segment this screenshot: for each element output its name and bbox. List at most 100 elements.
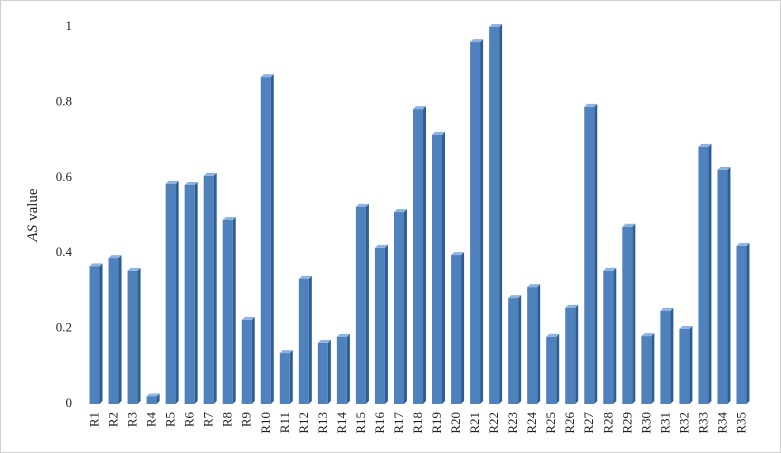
bar xyxy=(317,342,328,404)
bar-top xyxy=(641,333,655,337)
x-tick-label: R30 xyxy=(638,412,653,434)
x-tick-label: R14 xyxy=(334,412,349,434)
x-tick-label: R27 xyxy=(581,412,596,434)
bar-top xyxy=(260,74,274,78)
bar-top xyxy=(698,143,712,147)
bar-top xyxy=(127,267,141,271)
bar-side xyxy=(270,74,274,405)
bar-side xyxy=(613,267,617,404)
bar-side xyxy=(251,316,255,404)
bar-side xyxy=(156,393,160,404)
x-tick-label: R3 xyxy=(125,412,140,427)
bar xyxy=(165,183,176,404)
bar-top xyxy=(355,203,369,207)
bar-top xyxy=(317,339,331,343)
y-tick-label: 0.8 xyxy=(56,93,72,108)
bar-side xyxy=(423,106,426,404)
y-tick-label: 0.2 xyxy=(56,320,72,335)
bar xyxy=(736,246,747,404)
bar xyxy=(546,336,557,404)
bar-top xyxy=(451,252,465,256)
bar-side xyxy=(632,223,636,404)
bar xyxy=(413,109,423,404)
bar xyxy=(698,146,709,405)
bar-top xyxy=(222,217,236,221)
bar xyxy=(451,255,462,404)
bar-top xyxy=(622,223,636,227)
x-tick-label: R23 xyxy=(505,412,520,434)
bar xyxy=(641,336,652,404)
x-tick-label: R26 xyxy=(562,412,577,434)
bar-top xyxy=(546,333,560,337)
bar xyxy=(565,307,576,404)
bar xyxy=(584,106,595,404)
x-tick-label: R31 xyxy=(657,412,672,434)
bar-top xyxy=(432,131,446,135)
y-tick-label: 0.4 xyxy=(56,244,73,259)
x-tick-label: R7 xyxy=(201,412,216,428)
bar-side xyxy=(746,243,750,404)
bar xyxy=(260,77,271,405)
bar-top xyxy=(470,39,484,43)
bar xyxy=(622,226,633,404)
bar-side xyxy=(118,255,122,404)
x-tick-label: R5 xyxy=(163,412,178,427)
y-tick-label: 1 xyxy=(66,18,73,33)
x-tick-label: R25 xyxy=(543,412,558,434)
x-tick-label: R2 xyxy=(106,412,121,427)
x-tick-label: R28 xyxy=(600,412,615,434)
y-tick-label: 0.6 xyxy=(56,169,73,184)
bar-side xyxy=(708,143,712,405)
bar xyxy=(279,353,290,404)
bar xyxy=(508,298,519,404)
bar-top xyxy=(165,180,179,184)
bar-side xyxy=(518,295,522,404)
bar-top xyxy=(203,172,217,176)
bar-top xyxy=(508,295,522,299)
bar xyxy=(146,396,157,404)
bar-top xyxy=(393,209,407,213)
bar-top xyxy=(736,243,750,247)
x-tick-label: R21 xyxy=(467,412,482,434)
bar-side xyxy=(289,350,293,404)
bar-side xyxy=(575,304,579,404)
bar-top xyxy=(660,307,674,311)
bar-side xyxy=(727,166,731,404)
x-tick-label: R10 xyxy=(258,412,273,434)
bar-top xyxy=(89,263,103,267)
bar-side xyxy=(194,181,198,404)
bar-side xyxy=(384,244,388,404)
bar-top xyxy=(603,267,617,271)
bar-side xyxy=(365,203,369,404)
bar xyxy=(374,247,385,404)
bar-top xyxy=(717,166,731,170)
bar-side xyxy=(175,180,179,404)
x-tick-label: R20 xyxy=(448,412,463,434)
bar xyxy=(127,270,138,404)
bar xyxy=(432,134,443,404)
bar xyxy=(660,310,671,404)
bar xyxy=(241,319,252,404)
bar-side xyxy=(346,333,350,404)
bar-side xyxy=(556,333,560,404)
x-tick-label: R24 xyxy=(524,412,539,434)
bar-top xyxy=(565,304,579,308)
x-tick-label: R34 xyxy=(714,412,729,434)
bar-top xyxy=(279,350,293,354)
bar xyxy=(393,212,404,404)
bar xyxy=(222,220,233,404)
bar-top xyxy=(527,284,541,288)
x-tick-label: R4 xyxy=(144,412,159,428)
x-tick-label: R11 xyxy=(277,412,292,433)
bar xyxy=(89,266,100,404)
x-tick-label: R33 xyxy=(695,412,710,434)
bar-top xyxy=(241,316,255,320)
y-tick-label: 0 xyxy=(66,395,73,410)
bar xyxy=(355,206,366,404)
x-tick-label: R32 xyxy=(676,412,691,434)
x-tick-label: R16 xyxy=(372,412,387,434)
x-tick-label: R6 xyxy=(182,412,197,428)
bar-side xyxy=(137,267,141,404)
x-tick-label: R13 xyxy=(315,412,330,434)
bar-side xyxy=(403,209,407,404)
